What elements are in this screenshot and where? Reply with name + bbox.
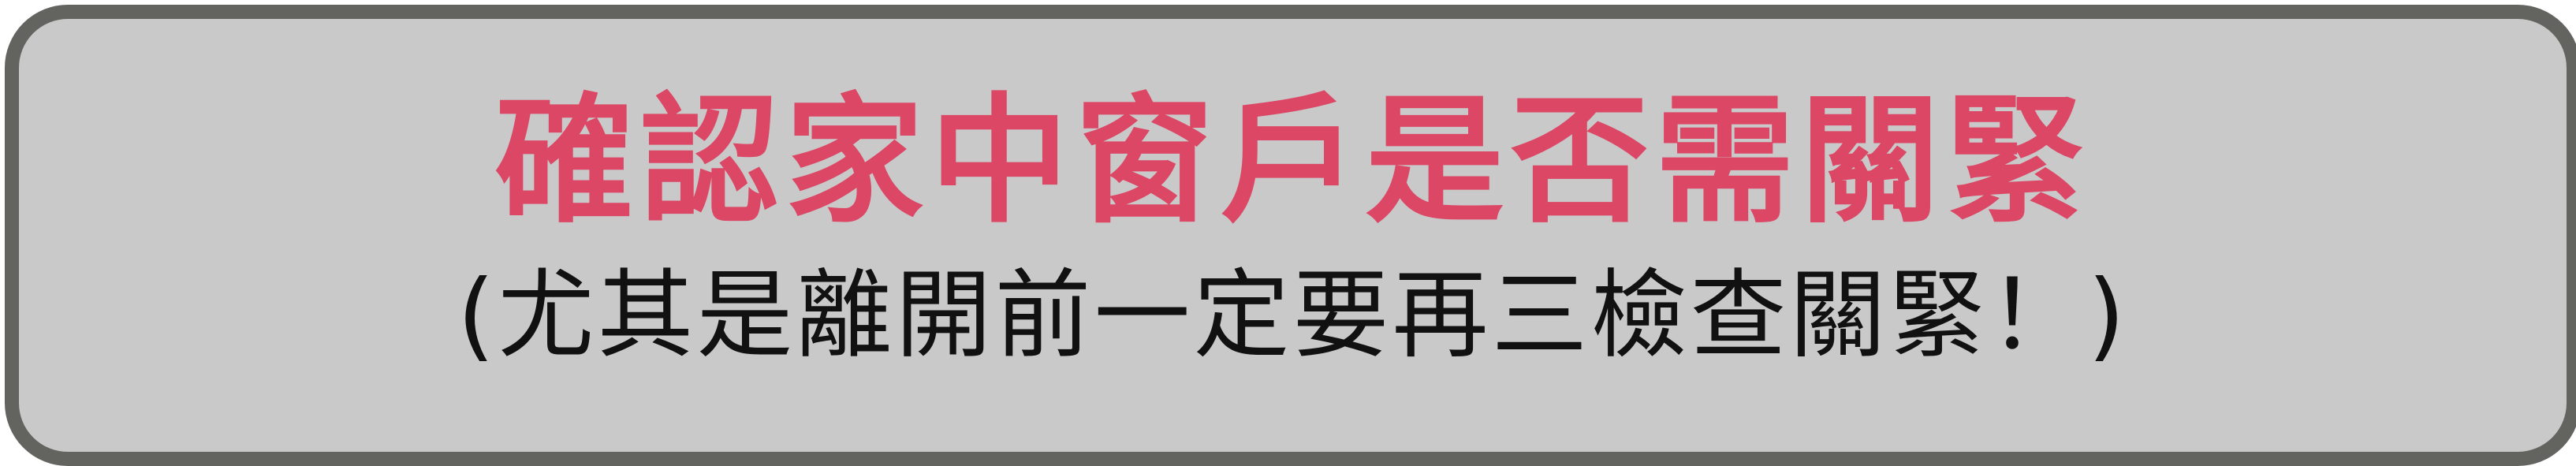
banner-headline: 確認家中窗戶是否需關緊 bbox=[494, 80, 2091, 242]
banner-subline: (尤其是離開前一定要再三檢查關緊！) bbox=[457, 259, 2129, 371]
notice-banner: 確認家中窗戶是否需關緊 (尤其是離開前一定要再三檢查關緊！) bbox=[5, 5, 2576, 466]
banner-content: 確認家中窗戶是否需關緊 (尤其是離開前一定要再三檢查關緊！) bbox=[19, 19, 2567, 452]
